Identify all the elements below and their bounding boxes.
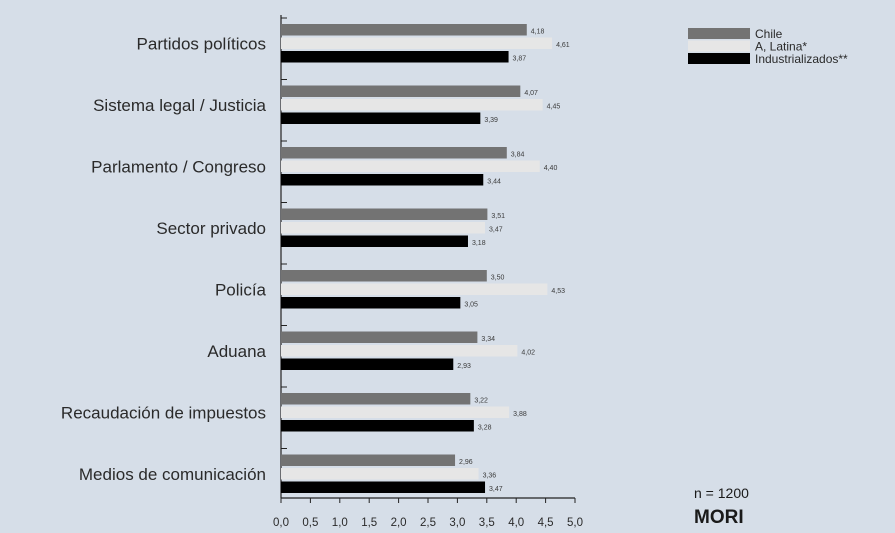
x-tick-label: 3,5 [479,517,495,529]
value-label: 4,45 [547,104,561,111]
sample-size-label: n = 1200 [694,485,749,501]
value-label: 3,39 [484,117,498,124]
legend-label: Chile [755,27,783,41]
bar-chile [281,208,488,220]
category-label: Medios de comunicación [79,465,266,484]
value-label: 2,93 [457,363,471,370]
legend-swatch [688,40,750,52]
category-label: Aduana [207,342,266,361]
bar-industrializados [281,481,486,493]
bar-chile [281,331,478,343]
value-label: 3,28 [478,425,492,432]
value-label: 2,96 [459,459,473,466]
category-label: Sistema legal / Justicia [93,96,266,115]
category-label: Parlamento / Congreso [91,157,266,176]
x-tick-label: 4,5 [538,517,554,529]
x-tick-label: 4,0 [508,517,524,529]
brand-label: MORI [694,507,744,528]
value-label: 3,34 [481,336,495,343]
bar-industrializados [281,112,481,124]
value-label: 3,51 [491,213,505,220]
bar-industrializados [281,420,474,432]
value-label: 3,84 [511,152,525,159]
bar-a-latina [281,283,548,295]
bar-chile [281,454,456,466]
bar-a-latina [281,160,540,172]
value-label: 4,02 [521,350,535,357]
x-tick-label: 5,0 [567,517,583,529]
x-tick-label: 2,0 [391,517,407,529]
bar-industrializados [281,51,509,63]
bar-a-latina [281,37,553,49]
value-label: 3,88 [513,411,527,418]
x-tick-label: 2,5 [420,517,436,529]
bar-chile [281,147,507,159]
value-label: 3,05 [464,302,478,309]
bar-chile [281,24,527,36]
bar-chile [281,393,471,405]
value-label: 3,47 [489,227,503,234]
value-label: 3,22 [474,398,488,405]
bar-industrializados [281,358,454,370]
category-label: Policía [215,280,267,299]
x-tick-label: 0,5 [302,517,318,529]
x-tick-label: 3,0 [449,517,465,529]
bar-a-latina [281,222,486,234]
bar-a-latina [281,99,543,111]
category-label: Sector privado [156,219,266,238]
value-label: 3,44 [487,179,501,186]
bar-a-latina [281,406,510,418]
x-tick-label: 1,0 [332,517,348,529]
value-label: 3,47 [489,486,503,493]
bar-industrializados [281,297,461,309]
value-label: 3,50 [491,275,505,282]
value-label: 4,61 [556,42,570,49]
x-axis: 0,0 0,5 1,0 1,5 2,0 2,5 3,0 3,5 4,0 4,5 5,0 [273,497,583,529]
value-label: 3,87 [513,56,527,63]
category-label: Partidos políticos [137,34,266,53]
value-label: 3,36 [483,473,497,480]
value-label: 4,18 [531,29,545,36]
legend-label: Industrializados** [755,52,848,66]
legend-swatch [688,53,750,64]
legend-label: A, Latina* [755,40,807,54]
value-label: 4,07 [524,90,538,97]
bar-chile [281,85,521,97]
category-label: Recaudación de impuestos [61,403,266,422]
value-label: 4,40 [544,165,558,172]
x-tick-label: 0,0 [273,517,289,529]
x-tick-label: 1,5 [361,517,377,529]
bar-chile [281,270,487,282]
value-label: 3,18 [472,240,486,247]
bar-a-latina [281,468,479,480]
legend-swatch [688,28,750,39]
bars: 4,18 4,61 3,87 4,07 4,45 3,39 3,84 4,40 3,44 3,51… [281,24,570,493]
bar-industrializados [281,235,468,247]
bar-industrializados [281,174,484,186]
bar-a-latina [281,345,518,357]
y-axis: Partidos políticos Sistema legal / Justic… [61,15,287,498]
value-label: 4,53 [551,288,565,295]
